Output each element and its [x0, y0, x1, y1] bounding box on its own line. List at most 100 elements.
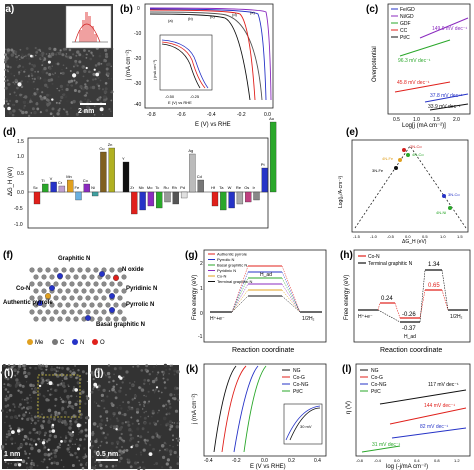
- bright-atom: [148, 452, 153, 456]
- bar-d: [67, 179, 74, 193]
- element-label-d: Mn: [66, 174, 72, 179]
- legend-f-3: O: [100, 340, 105, 346]
- element-label-d: V: [50, 176, 53, 181]
- value-h-2: 0.24: [381, 296, 393, 302]
- element-label-d: Re: [236, 185, 242, 190]
- carbon-atom: [53, 267, 59, 273]
- carbon-atom: [49, 274, 55, 280]
- bar-d: [122, 161, 130, 193]
- axes-c: [387, 3, 471, 115]
- bright-atom: [30, 54, 33, 58]
- legend-c-4: Pt/C: [400, 35, 410, 41]
- dopant-atom: [109, 293, 115, 299]
- tick-y-g-2: 0: [200, 311, 203, 317]
- tick-x-k-0: -0.4: [204, 458, 213, 464]
- scale-bar-a: [80, 103, 106, 105]
- legend-g-item: Basal graphitic N: [217, 263, 247, 268]
- point-label-e-2: 3N-Fe: [372, 168, 384, 173]
- carbon-atom: [109, 267, 115, 273]
- curve-b-d: [149, 8, 267, 101]
- tick-y-b-0: 0: [137, 6, 140, 12]
- carbon-atom: [57, 302, 63, 308]
- bar-d: [91, 191, 99, 197]
- bright-atom: [74, 388, 78, 392]
- carbon-atom: [33, 288, 39, 294]
- legend-g-item: Terminal graphitic N: [217, 279, 252, 284]
- carbon-atom: [49, 316, 55, 322]
- panel-g: (g) Free energy (eV) Reaction coordinate…: [185, 249, 327, 354]
- element-label-d: Co: [83, 178, 89, 183]
- legend-c-0: Fe/GD: [400, 7, 415, 13]
- curve-b-a: [149, 11, 263, 101]
- carbon-atom: [69, 295, 75, 301]
- carbon-atom: [69, 267, 75, 273]
- panel-c: (c) Overpotential Log[j (mA cm⁻²)] 0.5 1…: [366, 3, 471, 129]
- xlabel-h: Reaction coordinate: [380, 347, 442, 354]
- bright-atom: [48, 381, 53, 386]
- element-label-d: Au: [269, 116, 274, 121]
- bar-d: [228, 191, 235, 209]
- element-label-d: Zr: [130, 185, 134, 190]
- carbon-atom: [121, 288, 127, 294]
- bright-atom: [47, 60, 51, 64]
- point-label-e-5: 4N-Ni: [436, 210, 446, 215]
- tick-y-b-2: -20: [134, 56, 141, 62]
- callout-f-5: Pyrrolic N: [126, 302, 154, 308]
- carbon-atom: [73, 302, 79, 308]
- tick-y-d-3: 0.0: [17, 190, 24, 196]
- bar-d: [245, 191, 252, 203]
- panel-label-k: (k): [186, 364, 198, 375]
- tick-x-e-2: -0.5: [387, 234, 395, 239]
- carbon-atom: [37, 267, 43, 273]
- legend-g-item: Pyrrolic N: [217, 257, 234, 262]
- carbon-atom: [45, 309, 51, 315]
- tick-y-g-3: -1: [198, 334, 203, 340]
- legend-g-item: Pyridinic N: [217, 268, 236, 273]
- bars-d: [33, 121, 277, 215]
- tafel-l-cong: [391, 427, 467, 439]
- legend-k-2: Co-NG: [293, 382, 309, 388]
- bright-atom: [60, 440, 63, 443]
- bright-atom: [77, 447, 80, 451]
- dopant-atom: [45, 293, 51, 299]
- tick-x-b-1: -0.6: [177, 112, 186, 118]
- point-e-3nco: [442, 194, 446, 198]
- curve-tag-b-d: (d): [232, 12, 238, 17]
- element-label-d: Hf: [211, 185, 216, 190]
- carbon-atom: [97, 288, 103, 294]
- inset-note-k: 30 mV: [300, 424, 312, 429]
- bar-d: [139, 191, 146, 211]
- tick-x-e-0: -1.5: [353, 234, 361, 239]
- curve-tag-b-e: (e): [250, 10, 256, 15]
- carbon-atom: [93, 281, 99, 287]
- bar-d: [100, 151, 107, 193]
- value-h-4: -0.37: [402, 326, 416, 332]
- bright-atom: [93, 68, 96, 71]
- bright-atom: [51, 429, 56, 433]
- carbon-atom: [65, 288, 71, 294]
- curve-tag-b-a: (a): [168, 18, 174, 23]
- tick-x-k-3: 0.2: [288, 458, 295, 464]
- inset-tick-b-1: -0.25: [190, 94, 200, 99]
- carbon-atom: [37, 281, 43, 287]
- dopant-atom: [109, 307, 115, 313]
- dopant-atom: [37, 300, 43, 306]
- bright-atom: [155, 386, 159, 389]
- element-label-d: Cu: [99, 146, 104, 151]
- carbon-atom: [61, 309, 67, 315]
- carbon-atom: [89, 302, 95, 308]
- axes-h: [353, 249, 471, 343]
- tafel-l-ptc: [361, 445, 401, 453]
- curve-tag-b-b: (b): [188, 16, 194, 21]
- element-label-d: Os: [244, 185, 249, 190]
- ann-h-2: 1/2H₂: [450, 314, 463, 320]
- bright-atom: [38, 384, 42, 388]
- carbon-atom: [81, 302, 87, 308]
- carbon-atom: [113, 302, 119, 308]
- bar-d: [261, 167, 268, 193]
- carbon-atom: [65, 274, 71, 280]
- histogram-bars: [72, 12, 108, 43]
- bar-d: [164, 191, 171, 203]
- tick-x-e-5: 1.0: [440, 234, 446, 239]
